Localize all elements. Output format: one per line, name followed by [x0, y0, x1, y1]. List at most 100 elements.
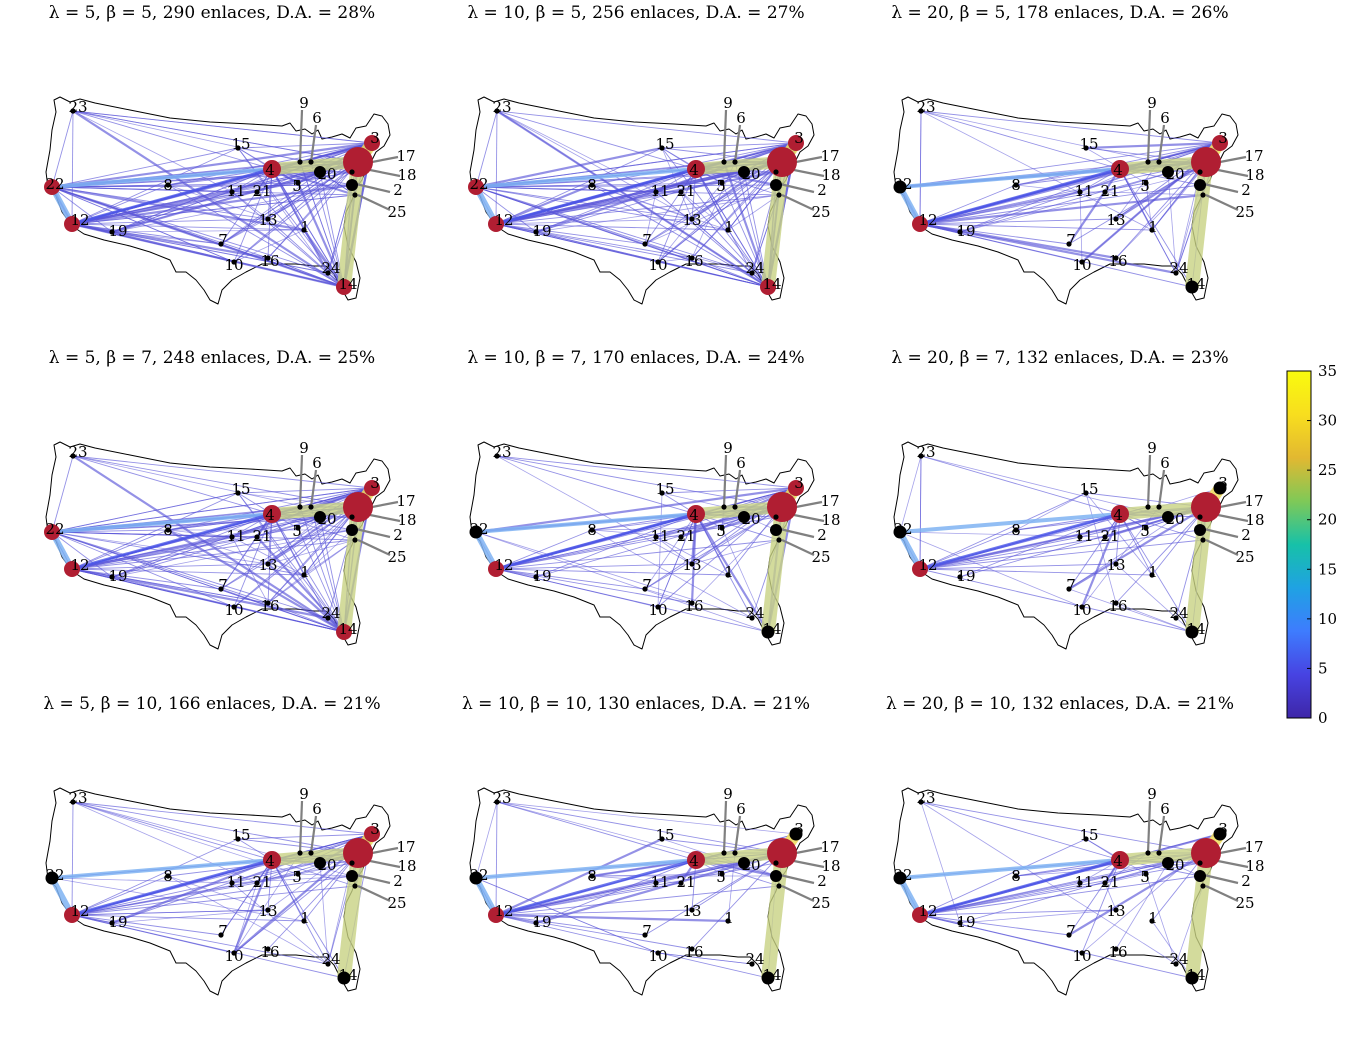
node-24: [1173, 615, 1179, 621]
node-22: [893, 180, 907, 194]
node-label-8: 8: [587, 867, 597, 885]
node-18: [349, 169, 355, 175]
node-label-2: 2: [1241, 872, 1251, 890]
node-label-12: 12: [70, 902, 89, 920]
node-6: [732, 850, 738, 856]
link: [495, 801, 498, 916]
node-11: [229, 189, 235, 195]
link: [303, 229, 345, 288]
links-layer: [897, 801, 1225, 979]
link: [661, 142, 797, 149]
leader-line: [733, 469, 742, 508]
node-12: [488, 216, 504, 232]
node-label-13: 13: [258, 556, 277, 574]
node-1: [301, 572, 307, 578]
link: [644, 588, 693, 604]
node-22: [45, 871, 59, 885]
link: [591, 875, 682, 884]
node-label-6: 6: [736, 800, 746, 818]
link: [695, 168, 769, 288]
node-13: [689, 561, 695, 567]
node-label-7: 7: [1066, 576, 1076, 594]
node-label-3: 3: [370, 474, 380, 492]
node-label-16: 16: [260, 252, 279, 270]
node-label-6: 6: [312, 454, 322, 472]
link: [1158, 487, 1221, 508]
link: [495, 506, 783, 570]
node-24: [325, 615, 331, 621]
leader-line: [795, 846, 823, 855]
link: [496, 110, 693, 220]
leader-line: [298, 109, 304, 163]
link: [303, 574, 345, 633]
link: [1115, 506, 1207, 604]
node-label-13: 13: [682, 902, 701, 920]
link: [51, 455, 74, 533]
panel-title: λ = 5, β = 5, 290 enlaces, D.A. = 28%: [49, 3, 375, 23]
link-strong: [899, 512, 1121, 534]
node-1: [1149, 227, 1155, 233]
link: [51, 184, 353, 188]
link: [267, 852, 359, 950]
link: [72, 801, 359, 854]
link: [1080, 513, 1122, 608]
node-label-4: 4: [265, 852, 275, 870]
node-label-4: 4: [689, 161, 699, 179]
node-7: [1066, 586, 1072, 592]
node-label-19: 19: [532, 222, 551, 240]
node-label-9: 9: [1147, 785, 1157, 803]
panel-title: λ = 10, β = 10, 130 enlaces, D.A. = 21%: [462, 694, 810, 714]
link: [495, 194, 780, 225]
node-18: [773, 514, 779, 520]
link: [271, 168, 345, 288]
link: [899, 142, 1221, 188]
node-label-25: 25: [811, 894, 830, 912]
link: [233, 229, 305, 263]
node-3: [788, 480, 804, 496]
node-14: [760, 279, 776, 295]
link: [220, 536, 258, 590]
leader-line: [371, 846, 399, 855]
link: [267, 161, 359, 259]
node-20: [738, 857, 750, 869]
node-label-14: 14: [762, 966, 781, 984]
node-2: [770, 870, 782, 882]
node-9: [721, 504, 727, 510]
node-label-2: 2: [1241, 181, 1251, 199]
node-label-6: 6: [736, 454, 746, 472]
node-label-23: 23: [916, 443, 935, 461]
link: [920, 801, 1207, 854]
node-label-15: 15: [655, 826, 674, 844]
node-label-5: 5: [292, 177, 302, 195]
node-8: [1013, 527, 1019, 533]
link: [111, 229, 305, 233]
node-2: [1194, 179, 1206, 191]
link: [919, 529, 1201, 570]
link: [1068, 506, 1207, 590]
leader-line: [1217, 168, 1249, 178]
link: [51, 877, 233, 884]
link: [495, 223, 693, 259]
node-16: [689, 255, 695, 261]
node-16: [265, 255, 271, 261]
link: [727, 852, 736, 922]
link: [231, 171, 353, 193]
node-label-1: 1: [1148, 909, 1158, 927]
node-25: [352, 883, 358, 889]
node-label-11: 11: [650, 182, 669, 200]
link: [72, 801, 373, 835]
link: [657, 257, 693, 263]
node-19: [957, 229, 963, 235]
node-18: [349, 514, 355, 520]
leader-line: [1217, 859, 1249, 869]
node-21: [254, 534, 260, 540]
link: [495, 223, 646, 245]
link: [71, 563, 269, 570]
node-16: [1113, 600, 1119, 606]
link: [475, 186, 729, 231]
node-24: [325, 961, 331, 967]
link: [111, 858, 273, 925]
link: [919, 539, 1204, 570]
node-8: [1013, 873, 1019, 879]
link: [310, 161, 345, 288]
